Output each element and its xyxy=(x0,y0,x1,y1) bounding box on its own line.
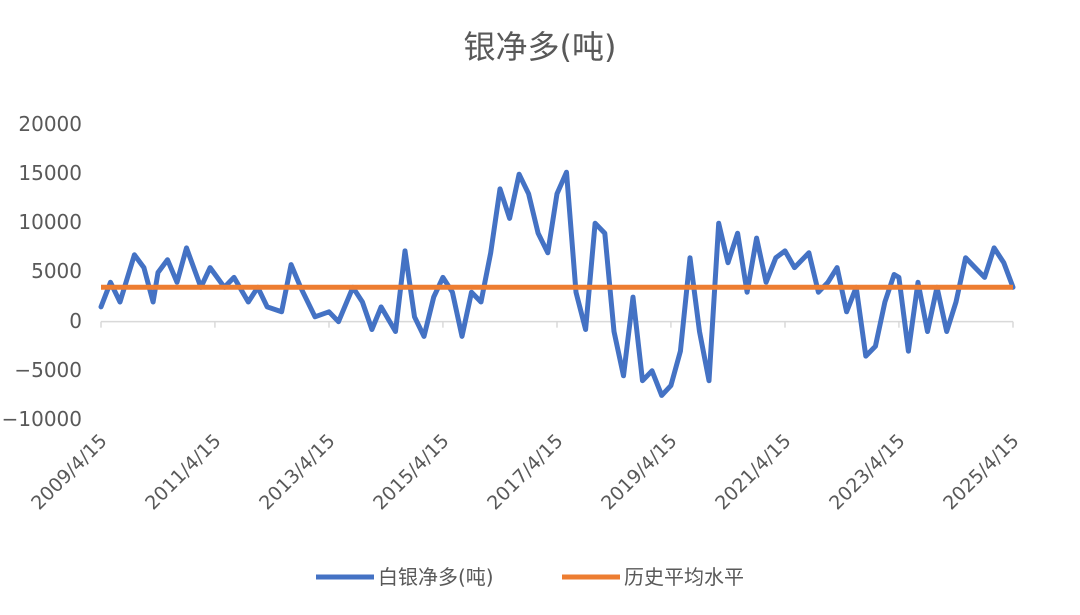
x-tick-label: 2021/4/15 xyxy=(711,430,795,514)
x-tick-label: 2023/4/15 xyxy=(825,430,909,514)
x-tick-marks xyxy=(100,321,1014,328)
y-tick-label: 0 xyxy=(69,309,82,333)
x-tick-label: 2025/4/15 xyxy=(939,430,1023,514)
x-tick-label: 2009/4/15 xyxy=(27,430,111,514)
y-axis: 20000 15000 10000 5000 0 −5000 −10000 xyxy=(2,112,82,431)
legend-label-historical-average: 历史平均水平 xyxy=(624,565,744,589)
x-axis: 2009/4/15 2011/4/15 2013/4/15 2015/4/15 … xyxy=(27,430,1023,514)
x-tick-label: 2019/4/15 xyxy=(597,430,681,514)
y-tick-label: −10000 xyxy=(2,407,82,431)
y-tick-label: 20000 xyxy=(18,112,82,136)
x-tick-label: 2015/4/15 xyxy=(369,430,453,514)
x-tick-label: 2011/4/15 xyxy=(141,430,225,514)
y-tick-label: −5000 xyxy=(14,358,82,382)
series-line-silver-net-long xyxy=(98,169,1016,398)
x-tick-label: 2017/4/15 xyxy=(483,430,567,514)
legend: 白银净多(吨) 历史平均水平 xyxy=(316,565,744,589)
y-tick-label: 10000 xyxy=(18,210,82,234)
x-tick-label: 2013/4/15 xyxy=(255,430,339,514)
y-tick-label: 15000 xyxy=(18,161,82,185)
chart-title: 银净多(吨) xyxy=(464,28,617,66)
legend-label-silver-net-long: 白银净多(吨) xyxy=(378,565,494,589)
y-tick-label: 5000 xyxy=(31,259,82,283)
